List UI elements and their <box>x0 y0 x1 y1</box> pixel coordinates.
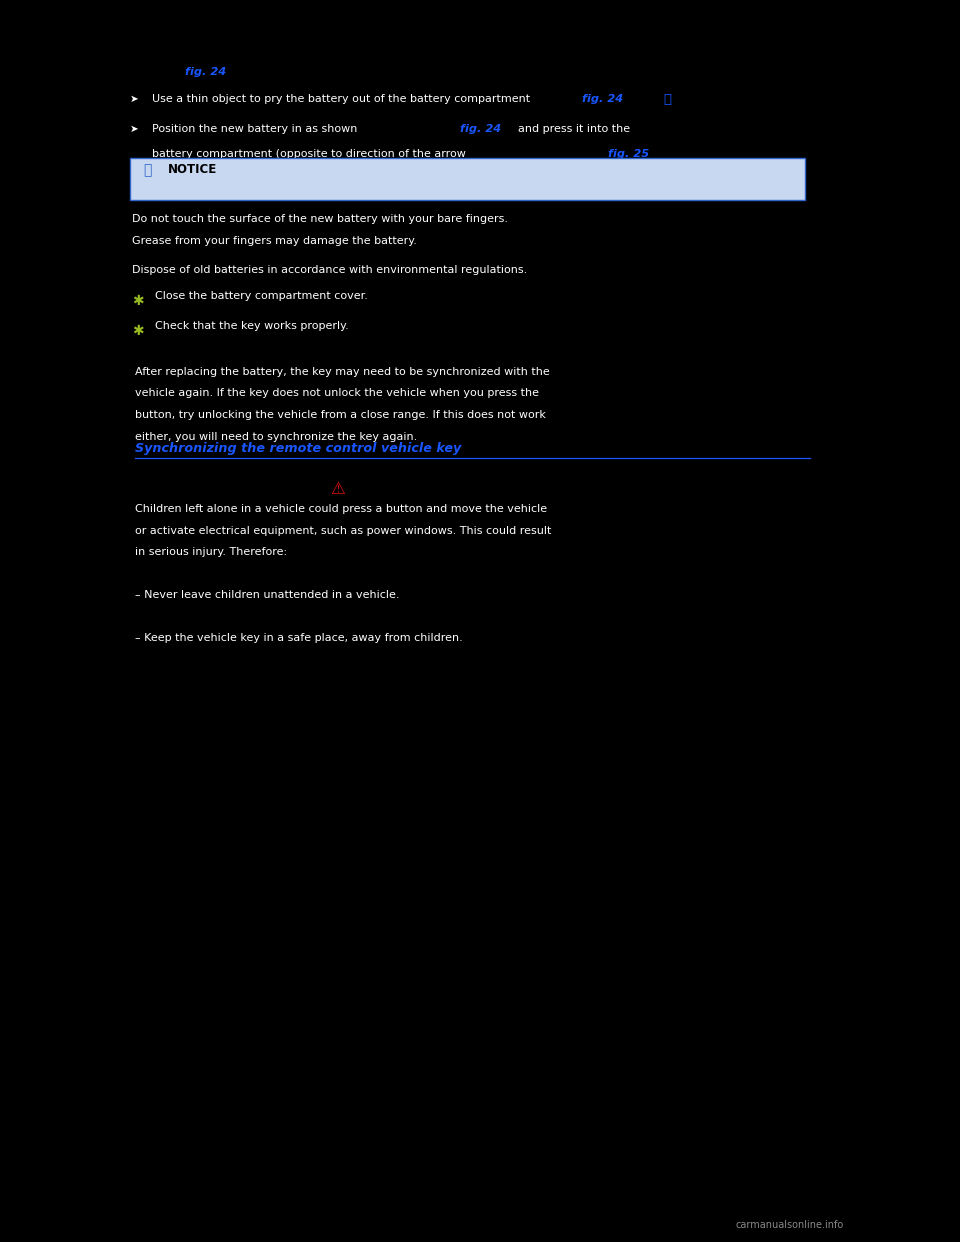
Text: either, you will need to synchronize the key again.: either, you will need to synchronize the… <box>135 431 418 441</box>
Text: fig. 25: fig. 25 <box>608 149 649 159</box>
Text: fig. 24: fig. 24 <box>582 94 623 104</box>
Text: Position the new battery in as shown: Position the new battery in as shown <box>152 124 357 134</box>
Text: – Keep the vehicle key in a safe place, away from children.: – Keep the vehicle key in a safe place, … <box>135 633 463 643</box>
Text: and press it into the: and press it into the <box>518 124 630 134</box>
Text: ✱: ✱ <box>132 324 144 338</box>
Text: battery compartment (opposite to direction of the arrow: battery compartment (opposite to directi… <box>152 149 466 159</box>
Text: button, try unlocking the vehicle from a close range. If this does not work: button, try unlocking the vehicle from a… <box>135 410 546 420</box>
Text: Do not touch the surface of the new battery with your bare fingers.: Do not touch the surface of the new batt… <box>132 214 508 224</box>
Text: vehicle again. If the key does not unlock the vehicle when you press the: vehicle again. If the key does not unloc… <box>135 389 539 399</box>
Text: carmanualsonline.info: carmanualsonline.info <box>735 1220 843 1230</box>
Text: fig. 24: fig. 24 <box>460 124 501 134</box>
Text: After replacing the battery, the key may need to be synchronized with the: After replacing the battery, the key may… <box>135 366 550 378</box>
Text: in serious injury. Therefore:: in serious injury. Therefore: <box>135 546 287 556</box>
Text: Close the battery compartment cover.: Close the battery compartment cover. <box>155 291 368 301</box>
Text: Use a thin object to pry the battery out of the battery compartment: Use a thin object to pry the battery out… <box>152 94 530 104</box>
FancyBboxPatch shape <box>130 158 805 200</box>
Text: Dispose of old batteries in accordance with environmental regulations.: Dispose of old batteries in accordance w… <box>132 265 527 274</box>
Text: or activate electrical equipment, such as power windows. This could result: or activate electrical equipment, such a… <box>135 525 551 535</box>
Text: ⓘ: ⓘ <box>663 93 671 106</box>
Text: ✱: ✱ <box>132 294 144 308</box>
Text: ➤: ➤ <box>130 94 139 104</box>
Text: fig. 24: fig. 24 <box>185 67 227 77</box>
Text: Grease from your fingers may damage the battery.: Grease from your fingers may damage the … <box>132 236 417 246</box>
Text: ⚠: ⚠ <box>330 479 345 498</box>
Text: ⓘ: ⓘ <box>143 163 152 178</box>
Text: – Never leave children unattended in a vehicle.: – Never leave children unattended in a v… <box>135 590 399 600</box>
Text: Synchronizing the remote control vehicle key: Synchronizing the remote control vehicle… <box>135 442 461 455</box>
Text: ➤: ➤ <box>130 124 139 134</box>
Text: NOTICE: NOTICE <box>168 163 217 176</box>
Text: Check that the key works properly.: Check that the key works properly. <box>155 320 348 332</box>
Text: Children left alone in a vehicle could press a button and move the vehicle: Children left alone in a vehicle could p… <box>135 504 547 514</box>
